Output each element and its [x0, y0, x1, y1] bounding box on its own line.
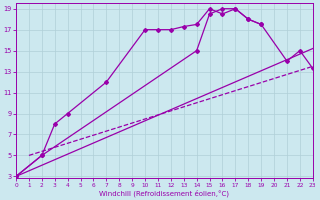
X-axis label: Windchill (Refroidissement éolien,°C): Windchill (Refroidissement éolien,°C) [100, 189, 229, 197]
